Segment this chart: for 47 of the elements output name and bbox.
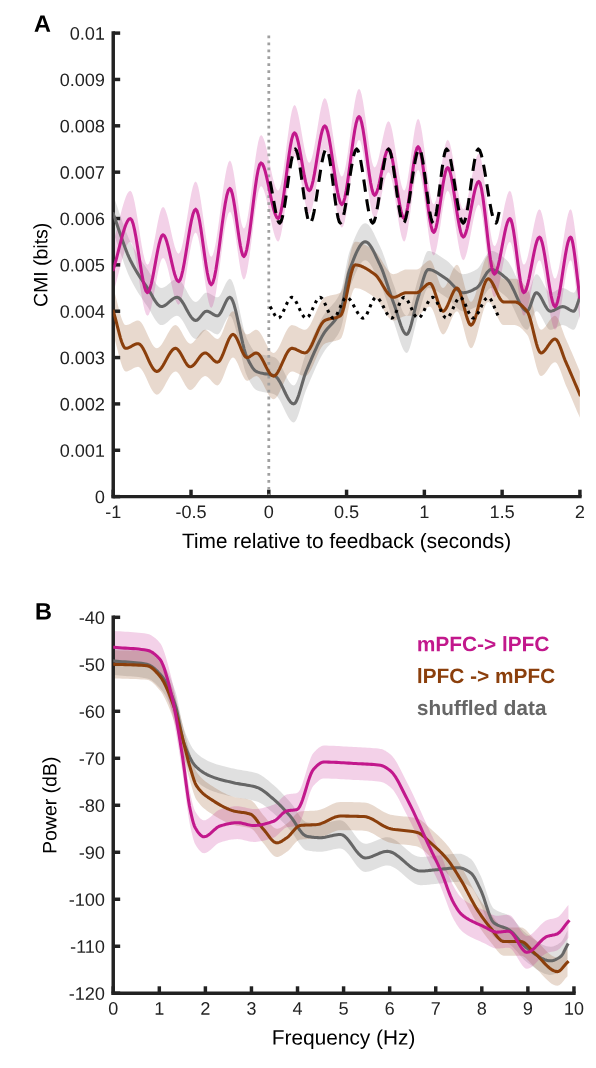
- y-tick-label: -100: [69, 893, 105, 906]
- text: shuffled data: [417, 699, 547, 716]
- x-tick-label: 6: [385, 1002, 394, 1015]
- x-tick-label: 10: [565, 1002, 584, 1015]
- y-tick-label: -40: [79, 611, 105, 625]
- y-tick-label: -50: [79, 658, 105, 672]
- y-tick-label: 0.004: [60, 305, 105, 318]
- x-tick-label: 0: [108, 1002, 118, 1015]
- x-tick-label: 1.5: [490, 505, 514, 519]
- y-tick-label: -120: [69, 987, 105, 1000]
- y-tick-label: 0.008: [60, 119, 105, 133]
- x-tick-label: 2: [575, 505, 585, 519]
- text: A: [34, 15, 51, 32]
- x-axis-title: Time relative to feedback (seconds): [182, 532, 510, 553]
- text: B: [36, 603, 51, 620]
- y-tick-label: 0.001: [60, 444, 105, 457]
- x-tick-label: -1: [106, 505, 121, 519]
- x-tick-label: 0.5: [334, 505, 359, 519]
- x-tick-label: 1: [155, 1002, 164, 1015]
- x-tick-label: 4: [292, 1002, 303, 1015]
- y-tick-label: -80: [79, 799, 105, 812]
- y-axis-title: Power (dB): [42, 757, 61, 853]
- x-tick-label: 2: [201, 1002, 210, 1015]
- y-tick-label: 0.003: [60, 351, 105, 365]
- y-tick-label: -90: [79, 846, 105, 859]
- text: mPFC-> lPFC: [418, 636, 549, 652]
- y-tick-label: 0.009: [60, 73, 105, 87]
- x-tick-label: 7: [431, 1002, 440, 1015]
- y-tick-label: -60: [79, 705, 105, 719]
- x-tick-label: 8: [477, 1002, 487, 1015]
- y-axis-title: CMI (bits): [33, 223, 52, 306]
- x-tick-label: 3: [247, 1002, 256, 1015]
- x-tick-label: 5: [339, 1002, 348, 1015]
- x-tick-label: -0.5: [176, 505, 206, 519]
- y-tick-label: 0.006: [60, 212, 105, 226]
- y-tick-label: 0.01: [70, 27, 105, 40]
- y-tick-label: 0.002: [60, 397, 104, 411]
- text: lPFC -> mPFC: [418, 667, 555, 684]
- y-tick-label: -70: [79, 752, 105, 765]
- y-tick-label: 0: [95, 490, 105, 504]
- x-tick-label: 9: [523, 1002, 533, 1015]
- y-tick-label: 0.005: [60, 258, 105, 272]
- y-tick-label: -110: [70, 940, 105, 953]
- x-tick-label: 0: [264, 505, 274, 519]
- x-axis-title: Frequency (Hz): [273, 1029, 415, 1049]
- x-tick-label: 1: [420, 505, 429, 519]
- y-tick-label: 0.007: [60, 166, 104, 179]
